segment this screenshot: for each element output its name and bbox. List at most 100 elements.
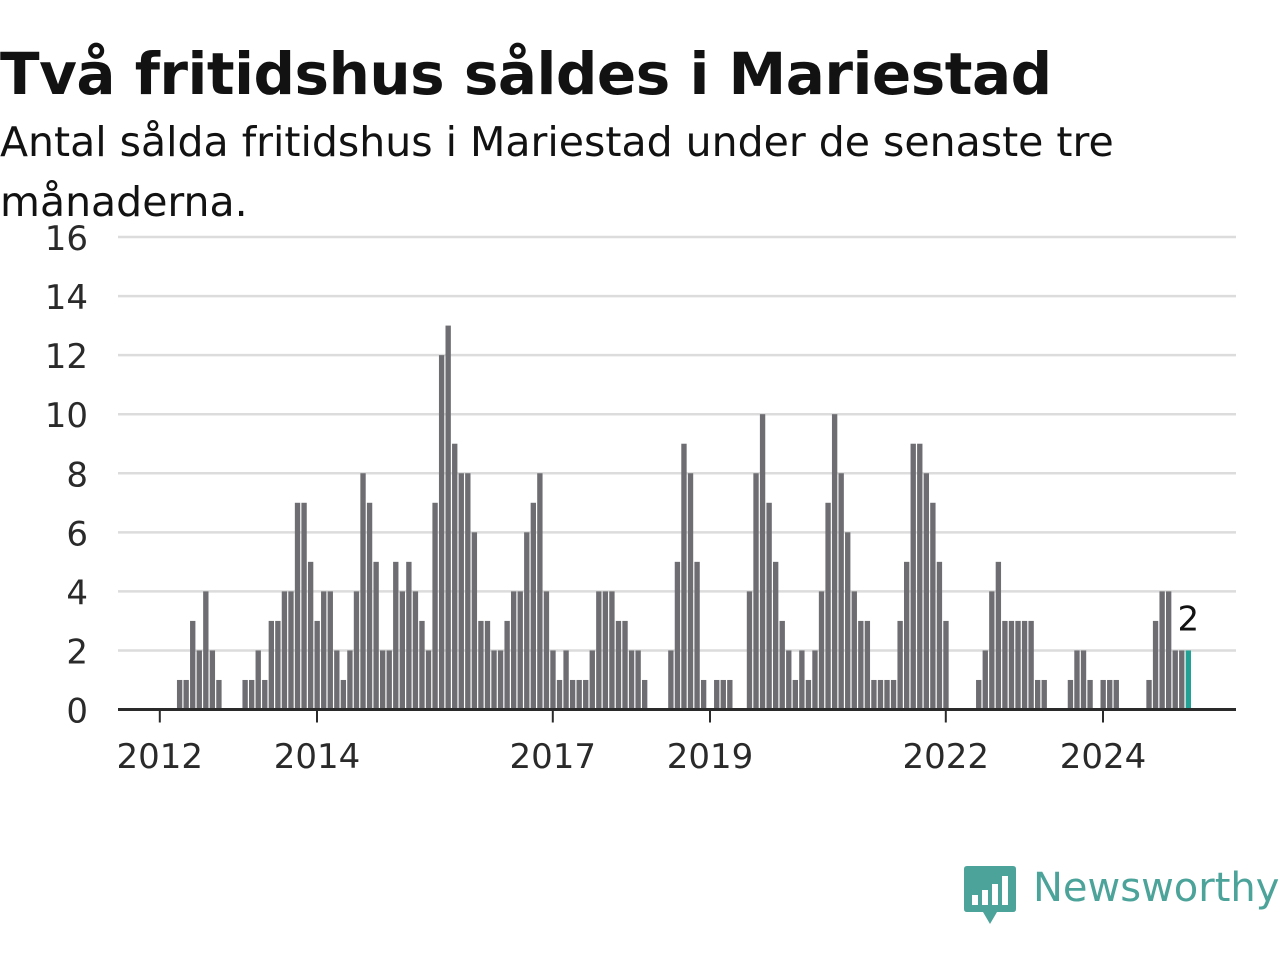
bar [1107,679,1113,710]
x-axis [118,708,1236,723]
bar [176,679,183,710]
x-tick-label: 2024 [1060,737,1147,777]
bar [753,473,759,710]
bar [445,325,451,710]
bar [923,473,929,710]
bar [497,650,504,710]
bar [589,650,595,710]
bar [1015,620,1021,710]
bar [543,591,550,710]
bar [1146,679,1152,710]
bar [1080,650,1087,710]
bar [943,620,949,710]
bar [1113,679,1119,710]
bar [288,591,294,710]
bar [452,443,458,710]
bar [609,591,615,710]
bar [976,679,982,710]
y-tick-label: 6 [66,514,88,554]
bar [569,679,576,710]
bar [615,620,622,710]
bar [484,620,491,710]
bar [786,650,792,710]
bar [1067,679,1074,710]
bar [818,591,825,710]
bar [203,591,209,710]
bar [1041,679,1047,710]
newsworthy-logo: Newsworthy [963,862,1280,932]
bar [583,679,589,710]
bar [674,561,681,710]
bar [281,591,288,710]
y-tick-label: 8 [66,455,88,495]
bar [478,620,484,710]
bar [419,620,425,710]
bar [432,502,438,710]
x-tick-label: 2022 [903,737,990,777]
bar [190,620,196,710]
bar [982,650,988,710]
bar [897,620,903,710]
bar [314,620,320,710]
y-tick-label: 0 [66,692,88,732]
bar [196,650,202,710]
chart-title: Två fritidshus såldes i Mariestad [0,40,1052,108]
bar [360,473,366,710]
x-tick-label: 2019 [667,737,754,777]
bar [714,679,720,710]
bar [386,650,392,710]
bar [373,561,379,710]
bar [425,650,432,710]
bar [858,620,864,710]
bar [1152,620,1159,710]
labels: 0 2 4 6 8 10 12 14 16 2012 2014 2017 2019 2022 2024 2 [45,219,1199,777]
bar [1159,591,1165,710]
bar [412,591,419,710]
bar [884,679,890,710]
bar [353,591,360,710]
y-tick-label: 14 [45,278,88,318]
bar [727,679,733,710]
bar [262,679,268,710]
bar [805,679,812,710]
bar-chart: 0 2 4 6 8 10 12 14 16 2012 2014 2017 2019 2022 2024 2 [45,219,1236,777]
bar [249,679,255,710]
bar [438,355,445,710]
bar [936,561,943,710]
bar [1035,679,1041,710]
bar [694,561,700,710]
bar [628,650,635,710]
newsworthy-logo-text: Newsworthy [1033,865,1280,911]
bar [831,414,838,710]
y-tick-label: 12 [45,337,88,377]
x-tick-label: 2017 [510,737,597,777]
y-tick-label: 10 [45,396,88,436]
y-tick-label: 4 [66,573,88,613]
bar [530,502,536,710]
bar [917,443,923,710]
bar [268,620,274,710]
bar [511,591,517,710]
x-tick-label: 2014 [274,737,361,777]
bar [779,620,785,710]
highlight-bar [1185,650,1191,710]
bars [176,325,1191,710]
bar [904,561,910,710]
bar [537,473,543,710]
bar [517,591,523,710]
bar [491,650,497,710]
bar [347,650,353,710]
bar [321,591,327,710]
bar [366,502,373,710]
bar [1166,591,1172,710]
bar [799,650,805,710]
bar [995,561,1002,710]
bar [845,532,851,710]
bar [825,502,831,710]
bar [622,620,628,710]
bar [334,650,340,710]
bar [275,620,281,710]
bar [759,414,766,710]
newsworthy-logo-icon [964,866,1016,924]
bar [773,561,779,710]
